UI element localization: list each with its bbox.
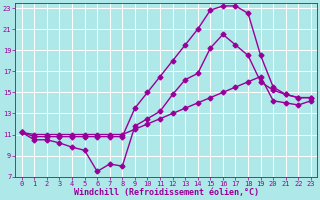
X-axis label: Windchill (Refroidissement éolien,°C): Windchill (Refroidissement éolien,°C) — [74, 188, 259, 197]
